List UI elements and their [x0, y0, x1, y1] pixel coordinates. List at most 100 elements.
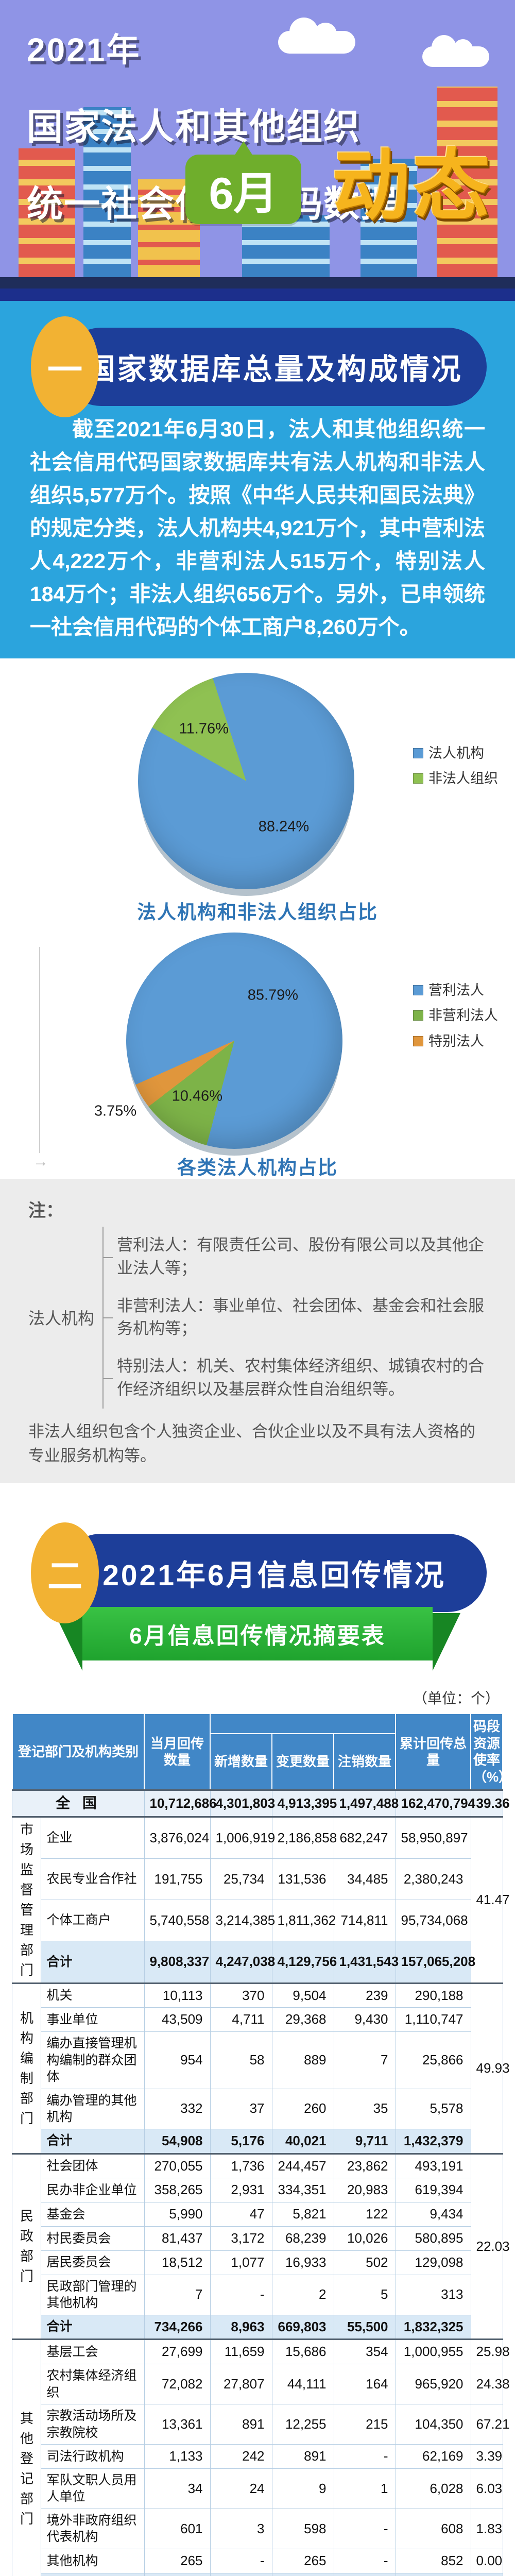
- divider-strip: [0, 289, 515, 301]
- table-row: 事业单位 43,509 4,711 29,368 9,430 1,110,747: [12, 2007, 503, 2032]
- value-cell: 965,920: [395, 2364, 471, 2405]
- summary-table: 登记部门及机构类别 当月回传数量 累计回传总量 码段资源使率（%） 新增数量 变…: [11, 1713, 512, 2576]
- value-cell: 27,807: [210, 2364, 272, 2405]
- building-illustration: [437, 87, 497, 277]
- legend-label: 非法人组织: [428, 771, 498, 787]
- value-cell: -: [333, 2548, 396, 2573]
- notes-block: 注： 法人机构 营利法人：有限责任公司、股份有限公司以及其他企业法人等； 非营利…: [0, 1178, 515, 1484]
- table-row: 村民委员会 81,437 3,172 68,239 10,026 580,895: [12, 2226, 503, 2251]
- col-header-cancelled: 注销数量: [333, 1733, 397, 1791]
- rate-cell: 3.39: [470, 2444, 503, 2469]
- value-cell: 852: [395, 2548, 471, 2573]
- table-row: 民政部门管理的其他机构 7-2 5 313: [12, 2274, 503, 2315]
- value-cell: 43,509: [144, 2007, 211, 2032]
- table-row: 军队文职人员用人单位 34 24 9 1 6,028 6.03: [12, 2468, 503, 2509]
- table-row: 宗教活动场所及宗教院校 13,361 891 12,255 215 104,350 67.2…: [12, 2404, 510, 2445]
- category-cell: 全 国: [12, 1789, 145, 1817]
- value-cell: 290,188: [395, 1982, 471, 2008]
- table-body: 全 国 10,712,686 4,301,803 4,913,395 1,497,488…: [12, 1789, 510, 2576]
- col-header-new: 新增数量: [210, 1733, 272, 1791]
- building-illustration: [19, 148, 75, 277]
- section2-header: 二 2021年6月信息回传情况: [0, 1507, 515, 1624]
- value-cell: -: [333, 2444, 396, 2469]
- value-cell: 619,394: [395, 2178, 471, 2203]
- legend-swatch-icon: [413, 773, 423, 784]
- category-cell: 合计: [41, 2128, 145, 2154]
- value-cell: 2,931: [210, 2178, 272, 2203]
- value-cell: 62,169: [395, 2444, 471, 2469]
- table-banner: 6月信息回传情况摘要表: [55, 1607, 460, 1671]
- legend-swatch-icon: [413, 748, 423, 758]
- table-row: 编办管理的其他机构 332 37 260 35 5,578: [12, 2088, 503, 2129]
- value-cell: 1,497,488: [333, 1789, 399, 1817]
- value-cell: 5,176: [210, 2128, 272, 2154]
- table-row: 民政部门 社会团体 270,055 1,736 244,457 23,862 493,191…: [12, 2153, 510, 2340]
- legend-item: 法人机构: [413, 745, 498, 762]
- value-cell: 1,133: [144, 2444, 211, 2469]
- legend-swatch-icon: [413, 985, 423, 995]
- value-cell: 129,098: [395, 2250, 471, 2275]
- value-cell: 889: [271, 2031, 334, 2089]
- section1-title: 国家数据库总量及构成情况: [62, 328, 487, 406]
- value-cell: 58: [210, 2031, 272, 2089]
- value-cell: 24: [210, 2468, 272, 2509]
- category-cell: 民政部门管理的其他机构: [41, 2274, 145, 2315]
- banner-wrap: 6月信息回传情况摘要表: [0, 1607, 515, 1684]
- value-cell: 54,908: [144, 2128, 211, 2154]
- group-label-cell: 机构编制部门: [12, 1982, 42, 2154]
- value-cell: -: [210, 2274, 272, 2315]
- table-head: 登记部门及机构类别 当月回传数量 累计回传总量 码段资源使率（%） 新增数量 变…: [11, 1713, 512, 1791]
- col-header-rate: 码段资源使率（%）: [470, 1713, 512, 1791]
- value-cell: 115,175: [144, 2572, 211, 2576]
- category-cell: 司法行政机构: [41, 2444, 145, 2469]
- value-cell: 502: [333, 2250, 396, 2275]
- legend-item: 非法人组织: [413, 770, 498, 788]
- value-cell: 9,808,337: [144, 1941, 211, 1984]
- value-cell: 7: [333, 2031, 396, 2089]
- section1-paragraph: 截至2021年6月30日，法人和其他组织统一社会信用代码国家数据库共有法人机构和…: [30, 417, 485, 639]
- value-cell: 122: [333, 2202, 396, 2227]
- section2-badge: 二: [31, 1522, 99, 1624]
- category-cell: 编办直接管理机构编制的群众团体: [41, 2031, 145, 2089]
- rate-cell: 67.21: [470, 2404, 510, 2445]
- table-row: 编办直接管理机构编制的群众团体 954 58 889 7 25,866: [12, 2031, 503, 2089]
- table-row: 合计115,17540,62673,8157342,140,882/: [12, 2572, 503, 2576]
- pie-legend: 法人机构非法人组织: [413, 745, 498, 796]
- rate-cell: 6.03: [470, 2468, 503, 2509]
- col-header-gap: [209, 1713, 397, 1734]
- value-cell: 58,950,897: [395, 1816, 471, 1859]
- table-row: 合计 54,908 5,176 40,021 9,711 1,432,379: [12, 2128, 503, 2154]
- group-label-cell: 民政部门: [12, 2153, 42, 2340]
- table-row: 居民委员会 18,512 1,077 16,933 502 129,098: [12, 2250, 503, 2275]
- table-row: 个体工商户 5,740,558 3,214,385 1,811,362 714,811 9…: [12, 1900, 503, 1942]
- category-cell: 居民委员会: [41, 2250, 145, 2275]
- value-cell: 5,740,558: [144, 1900, 211, 1942]
- table-row: 基金会 5,990 47 5,821 122 9,434: [12, 2202, 503, 2227]
- section1-badge: 一: [31, 316, 99, 417]
- value-cell: 265: [144, 2548, 211, 2573]
- value-cell: 9,430: [333, 2007, 396, 2032]
- category-cell: 宗教活动场所及宗教院校: [41, 2404, 145, 2445]
- note-extra: 非法人组织包含个人独资企业、合伙企业以及不具有法人资格的专业服务机构等。: [28, 1422, 475, 1465]
- value-cell: 34: [144, 2468, 211, 2509]
- value-cell: 1,832,325: [395, 2314, 471, 2340]
- value-cell: 5,578: [395, 2088, 471, 2129]
- table-row: 合计 9,808,337 4,247,038 4,129,756 1,431,543 15…: [12, 1941, 503, 1984]
- value-cell: 1,077: [210, 2250, 272, 2275]
- rate-cell: /: [470, 2572, 503, 2576]
- category-cell: 民办非企业单位: [41, 2178, 145, 2203]
- pie-legal-types: 85.79% 10.46% 3.75%: [94, 932, 342, 1149]
- value-cell: 4,913,395: [271, 1789, 337, 1817]
- value-cell: 1,006,919: [210, 1816, 275, 1859]
- value-cell: 55,500: [333, 2314, 396, 2340]
- value-cell: 1: [333, 2468, 396, 2509]
- group-label-cell: 市场监督管理部门: [12, 1816, 42, 1984]
- table-row: 民办非企业单位 358,265 2,931 334,351 20,983 619,394: [12, 2178, 503, 2203]
- value-cell: 95,734,068: [395, 1900, 471, 1942]
- col-header-changed: 变更数量: [271, 1733, 334, 1791]
- category-cell: 军队文职人员用人单位: [41, 2468, 145, 2509]
- value-cell: 3,214,385: [210, 1900, 275, 1942]
- building-illustration: [83, 107, 131, 277]
- pie-caption: 各类法人机构占比: [177, 1157, 338, 1178]
